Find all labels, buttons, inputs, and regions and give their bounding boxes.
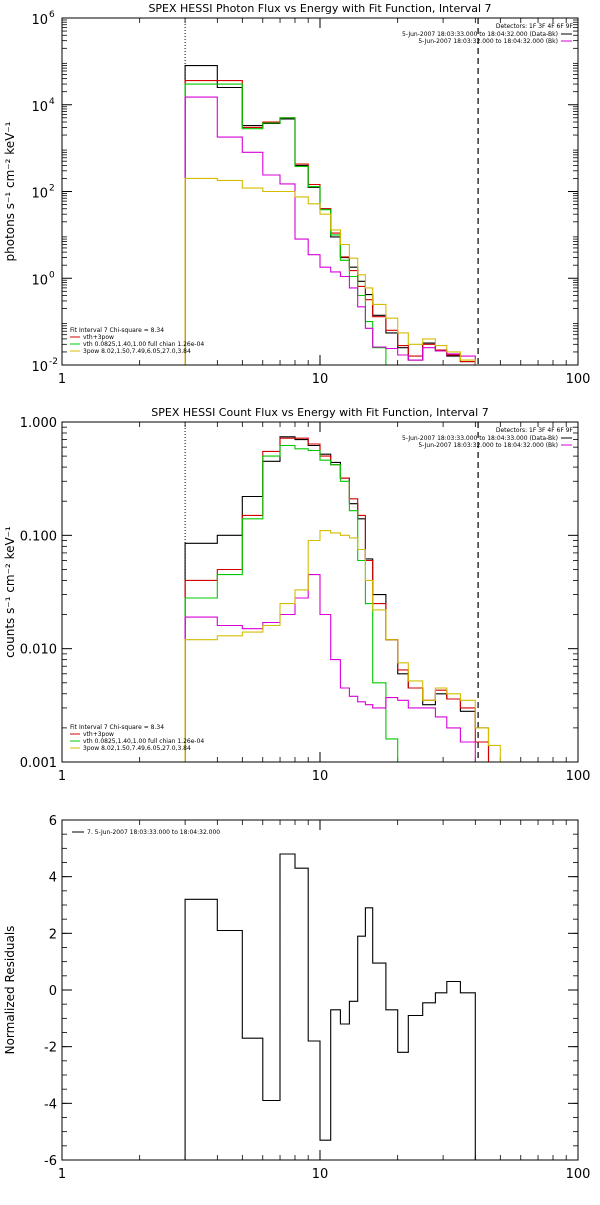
series-black — [184, 853, 476, 1160]
x-tick-label: 1 — [58, 769, 66, 784]
y-tick-label: 0.100 — [20, 529, 57, 544]
legend-detectors: Detectors: 1F 3F 4F 6F 9F — [496, 427, 574, 434]
y-tick-label: 0 — [49, 984, 57, 999]
y-axis-label: photons s⁻¹ cm⁻² keV⁻¹ — [3, 121, 17, 261]
x-tick-label: 100 — [566, 372, 591, 387]
series-magenta — [184, 96, 490, 365]
legend-entry: 3pow 8.02,1.50,7.49,6.05,27.0,3.84 — [83, 745, 191, 752]
y-tick-label: 10 — [31, 187, 48, 202]
chart-title: SPEX HESSI Count Flux vs Energy with Fit… — [151, 406, 488, 419]
series-black — [184, 65, 490, 365]
y-tick-exponent: 0 — [49, 270, 55, 280]
series-yellow — [184, 530, 501, 762]
y-tick-label: 10 — [31, 13, 48, 28]
x-tick-label: 10 — [312, 372, 329, 387]
series-group — [184, 436, 501, 762]
y-minor-ticks — [62, 19, 578, 353]
y-tick-label: 2 — [49, 927, 57, 942]
y-tick-label: -2 — [44, 1041, 57, 1056]
x-tick-label: 100 — [566, 769, 591, 784]
x-tick-label: 1 — [58, 372, 66, 387]
x-tick-label: 10 — [312, 1167, 329, 1182]
legend-entry: 5-Jun-2007 18:03:33.000 to 18:04:33.000 … — [402, 435, 558, 442]
legend-entry: 5-Jun-2007 18:03:32.000 to 18:04:32.000 … — [418, 38, 558, 45]
y-tick-label: 1.000 — [20, 416, 57, 431]
legend-entry: vth+3pow — [83, 334, 114, 341]
y-tick-exponent: -2 — [49, 357, 58, 367]
y-tick-label: -6 — [44, 1154, 57, 1169]
x-minor-ticks — [139, 18, 567, 365]
legend-entry: 5-Jun-2007 18:03:32.000 to 18:04:32.000 … — [418, 442, 558, 449]
x-tick-label: 10 — [312, 769, 329, 784]
x-minor-ticks — [139, 820, 567, 1160]
legend-detectors: Detectors: 1F 3F 4F 6F 9F — [496, 23, 574, 30]
series-yellow — [184, 177, 490, 365]
y-tick-exponent: 4 — [49, 97, 55, 107]
legend-entry: vth 0.0825,1.40,1.00 full chian 1.26e-04 — [83, 738, 204, 745]
series-group — [184, 65, 490, 365]
plot-frame — [61, 421, 579, 763]
series-red — [184, 80, 490, 365]
series-black — [184, 436, 501, 762]
y-tick-label: 10 — [31, 273, 48, 288]
legend-entry: 7. 5-Jun-2007 18:03:33.000 to 18:04:32.0… — [87, 829, 220, 836]
legend-fit-info: Fit Interval 7 Chi-square = 8.34 — [70, 724, 164, 731]
chart-photon: SPEX HESSI Photon Flux vs Energy with Fi… — [3, 2, 590, 387]
y-tick-label: 4 — [49, 871, 57, 886]
legend-fit-info: Fit Interval 7 Chi-square = 8.34 — [70, 327, 164, 334]
series-red — [184, 437, 501, 762]
y-tick-label: 10 — [31, 360, 48, 375]
x-minor-ticks — [139, 422, 567, 762]
plot-frame — [61, 819, 579, 1161]
legend-entry: 3pow 8.02,1.50,7.49,6.05,27.0,3.84 — [83, 348, 191, 355]
y-axis-label: counts s⁻¹ cm⁻² keV⁻¹ — [3, 526, 17, 658]
plot-frame — [61, 17, 579, 366]
legend-entry: vth+3pow — [83, 731, 114, 738]
series-green — [184, 444, 501, 762]
y-tick-label: 0.001 — [20, 756, 57, 771]
legend-entry: 5-Jun-2007 18:03:33.000 to 18:04:32.000 … — [402, 31, 558, 38]
series-magenta — [184, 574, 501, 762]
chart-count: SPEX HESSI Count Flux vs Energy with Fit… — [3, 406, 590, 784]
x-tick-label: 100 — [566, 1167, 591, 1182]
y-tick-label: 10 — [31, 100, 48, 115]
series-group — [184, 853, 476, 1160]
y-tick-label: 6 — [49, 814, 57, 829]
series-green — [184, 83, 490, 365]
y-tick-label: -4 — [44, 1097, 57, 1112]
y-tick-exponent: 6 — [49, 10, 55, 20]
chart-resid: Normalized Residuals 1 10 100 -6 -4 -2 0 2 4 6 7. 5… — [3, 814, 590, 1182]
y-tick-label: 0.010 — [20, 643, 57, 658]
legend-entry: vth 0.0825,1.40,1.00 full chian 1.26e-04 — [83, 341, 204, 348]
y-minor-ticks — [62, 426, 578, 729]
chart-title: SPEX HESSI Photon Flux vs Energy with Fi… — [148, 2, 491, 15]
y-tick-exponent: 2 — [49, 184, 55, 194]
x-tick-label: 1 — [58, 1167, 66, 1182]
y-axis-label: Normalized Residuals — [3, 926, 17, 1055]
